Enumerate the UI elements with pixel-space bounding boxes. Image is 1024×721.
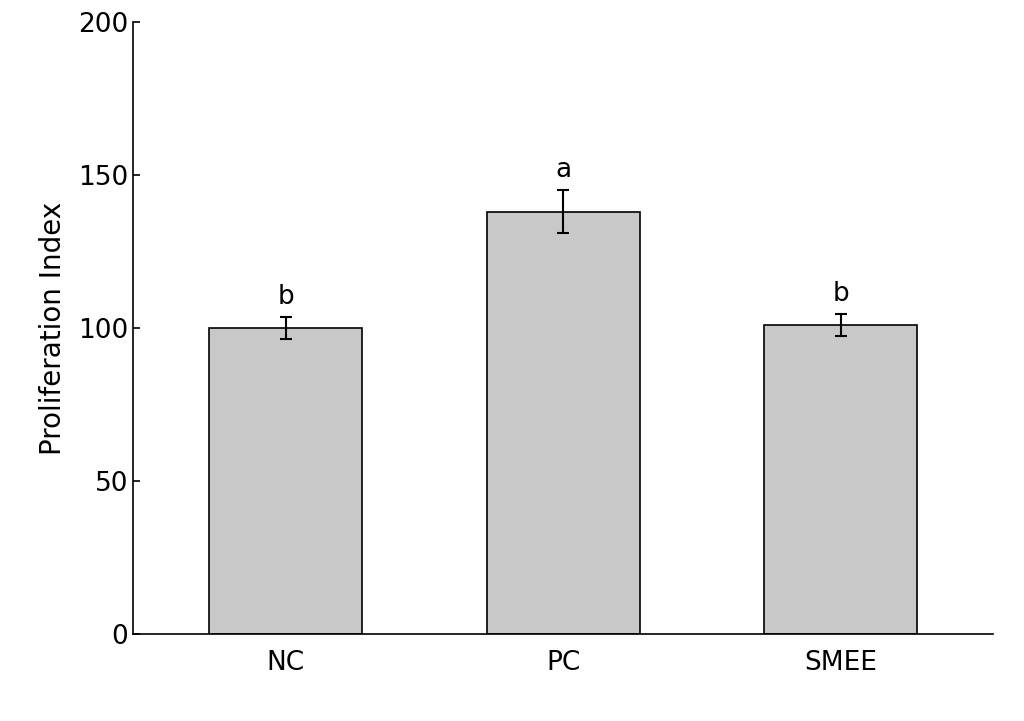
Bar bbox=[210, 328, 362, 634]
Bar bbox=[764, 325, 916, 634]
Text: a: a bbox=[555, 156, 571, 182]
Y-axis label: Proliferation Index: Proliferation Index bbox=[39, 201, 67, 455]
Text: b: b bbox=[278, 283, 294, 310]
Text: b: b bbox=[833, 280, 849, 306]
Bar bbox=[486, 212, 640, 634]
